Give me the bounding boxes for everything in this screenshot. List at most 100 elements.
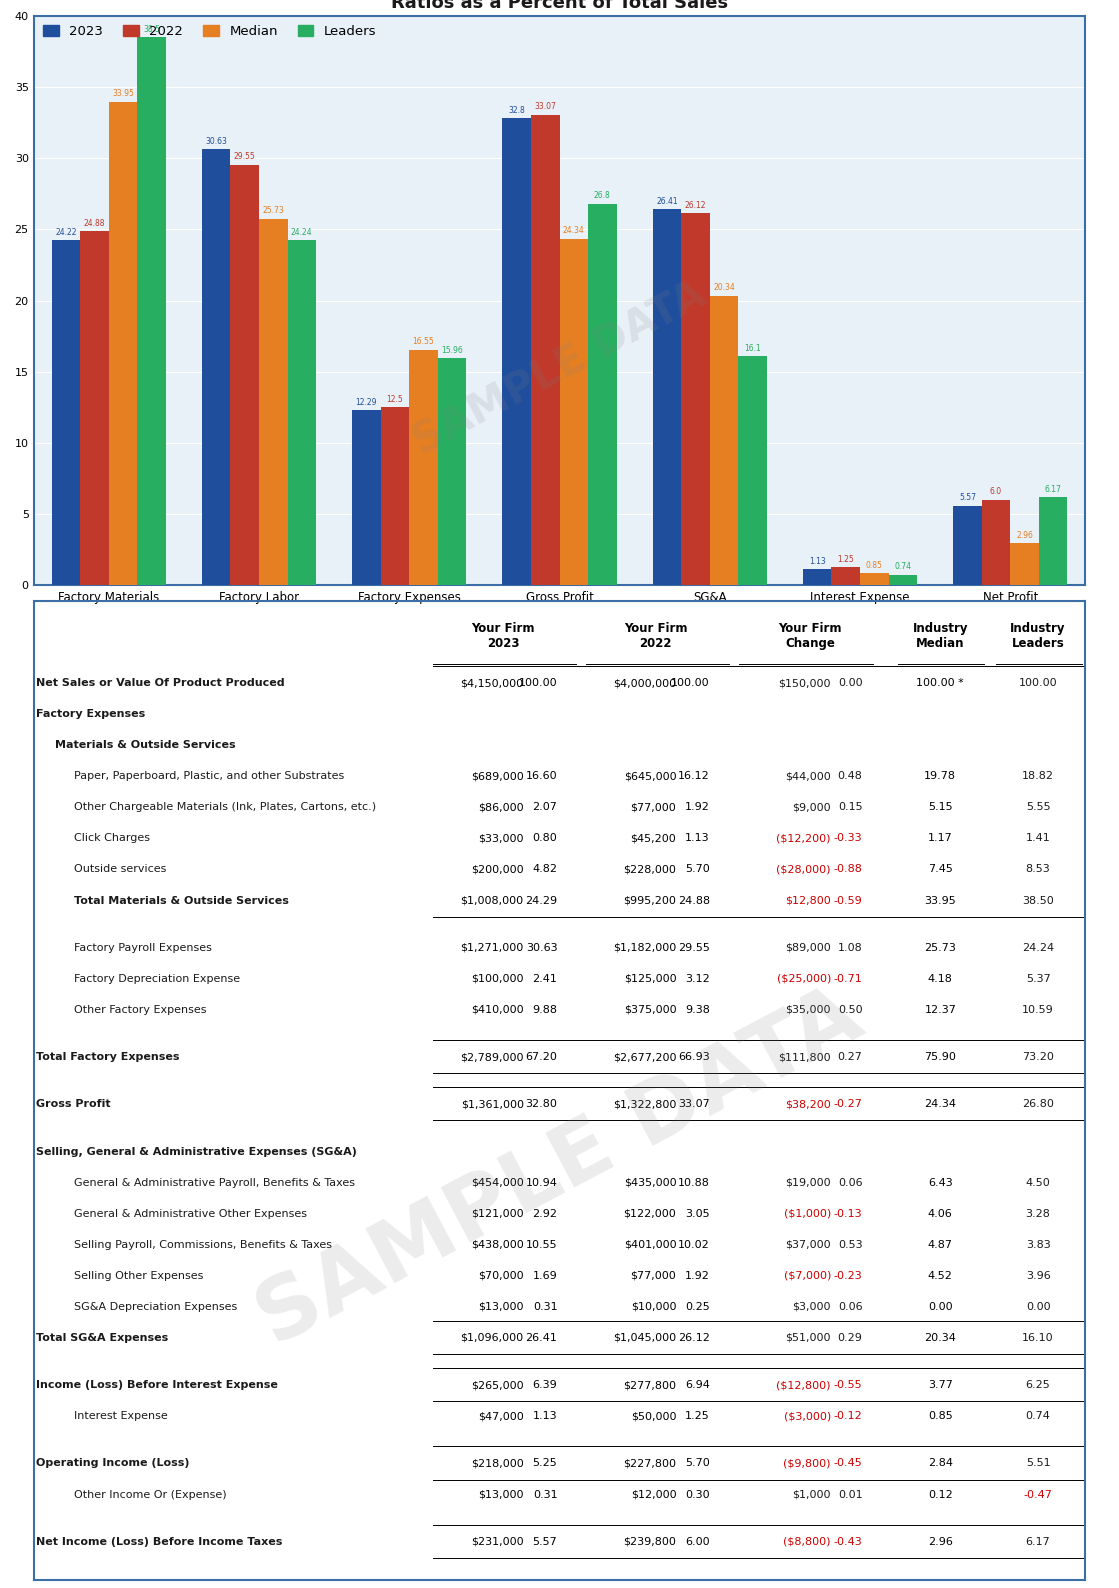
Text: $410,000: $410,000 <box>471 1005 524 1015</box>
Text: Total Materials & Outside Services: Total Materials & Outside Services <box>74 896 289 905</box>
Text: Net Income (Loss) Before Income Taxes: Net Income (Loss) Before Income Taxes <box>36 1537 282 1547</box>
Text: 6.0: 6.0 <box>990 488 1003 497</box>
Text: -0.12: -0.12 <box>834 1412 863 1421</box>
Text: 33.07: 33.07 <box>678 1099 709 1110</box>
Text: -0.33: -0.33 <box>834 834 863 843</box>
Bar <box>438 357 467 586</box>
Text: ($1,000): ($1,000) <box>783 1208 831 1218</box>
Text: 1.13: 1.13 <box>809 557 826 565</box>
Bar <box>888 575 918 586</box>
Text: 3.28: 3.28 <box>1026 1208 1051 1218</box>
Bar <box>81 232 109 586</box>
Text: Selling Payroll, Commissions, Benefits & Taxes: Selling Payroll, Commissions, Benefits &… <box>74 1240 331 1250</box>
Text: 3.96: 3.96 <box>1026 1270 1051 1282</box>
Legend: 2023, 2022, Median, Leaders: 2023, 2022, Median, Leaders <box>38 19 382 43</box>
Text: 10.02: 10.02 <box>678 1240 709 1250</box>
Text: 0.31: 0.31 <box>533 1302 557 1312</box>
Title: Ratios as a Percent of Total Sales: Ratios as a Percent of Total Sales <box>391 0 728 11</box>
Text: $89,000: $89,000 <box>786 943 831 953</box>
Text: Selling, General & Administrative Expenses (SG&A): Selling, General & Administrative Expens… <box>36 1147 357 1156</box>
Text: 30.63: 30.63 <box>526 943 557 953</box>
Text: 6.43: 6.43 <box>928 1178 952 1188</box>
Text: $45,200: $45,200 <box>630 834 676 843</box>
Text: $2,789,000: $2,789,000 <box>460 1053 524 1062</box>
Text: 5.37: 5.37 <box>1026 973 1051 985</box>
Bar <box>652 210 681 586</box>
Text: 1.25: 1.25 <box>685 1412 709 1421</box>
Text: Other Chargeable Materials (Ink, Plates, Cartons, etc.): Other Chargeable Materials (Ink, Plates,… <box>74 802 376 813</box>
Text: $200,000: $200,000 <box>471 864 524 875</box>
Text: $77,000: $77,000 <box>630 1270 676 1282</box>
Text: 0.00: 0.00 <box>928 1302 952 1312</box>
Text: Materials & Outside Services: Materials & Outside Services <box>55 740 235 750</box>
Text: $1,096,000: $1,096,000 <box>461 1332 524 1343</box>
Text: 12.5: 12.5 <box>386 395 403 403</box>
Text: 24.29: 24.29 <box>525 896 557 905</box>
Text: 1.41: 1.41 <box>1026 834 1051 843</box>
Bar <box>51 240 81 586</box>
Text: Net Sales or Value Of Product Produced: Net Sales or Value Of Product Produced <box>36 678 284 688</box>
Text: -0.43: -0.43 <box>834 1537 863 1547</box>
Text: 29.55: 29.55 <box>234 152 255 160</box>
Text: 16.55: 16.55 <box>413 337 434 346</box>
Text: 2.92: 2.92 <box>533 1208 557 1218</box>
Text: 6.39: 6.39 <box>533 1380 557 1390</box>
Text: $13,000: $13,000 <box>478 1302 524 1312</box>
Text: 0.80: 0.80 <box>533 834 557 843</box>
Text: 100.00 *: 100.00 * <box>916 678 965 688</box>
Text: Operating Income (Loss): Operating Income (Loss) <box>36 1458 189 1469</box>
Text: $33,000: $33,000 <box>478 834 524 843</box>
Text: 2.07: 2.07 <box>533 802 557 813</box>
Text: $435,000: $435,000 <box>623 1178 676 1188</box>
Text: 6.00: 6.00 <box>685 1537 709 1547</box>
Text: $150,000: $150,000 <box>779 678 831 688</box>
Text: $50,000: $50,000 <box>631 1412 676 1421</box>
Text: $1,008,000: $1,008,000 <box>461 896 524 905</box>
Text: Your Firm
Change: Your Firm Change <box>778 622 841 649</box>
Text: Your Firm
2023: Your Firm 2023 <box>471 622 535 649</box>
Text: $1,182,000: $1,182,000 <box>613 943 676 953</box>
Text: 25.73: 25.73 <box>262 206 284 216</box>
Bar <box>530 114 560 586</box>
Text: $1,361,000: $1,361,000 <box>461 1099 524 1110</box>
Text: $122,000: $122,000 <box>623 1208 676 1218</box>
Text: 30.63: 30.63 <box>205 137 227 146</box>
Text: 0.00: 0.00 <box>1026 1302 1051 1312</box>
Text: Click Charges: Click Charges <box>74 834 150 843</box>
Text: $100,000: $100,000 <box>471 973 524 985</box>
Text: -0.71: -0.71 <box>834 973 863 985</box>
Text: 32.80: 32.80 <box>526 1099 557 1110</box>
Text: $995,200: $995,200 <box>623 896 676 905</box>
Text: $44,000: $44,000 <box>786 772 831 781</box>
Text: 10.94: 10.94 <box>526 1178 557 1188</box>
Text: 0.85: 0.85 <box>928 1412 952 1421</box>
Text: Gross Profit: Gross Profit <box>36 1099 111 1110</box>
Text: 38.5: 38.5 <box>143 25 160 33</box>
Bar <box>258 219 288 586</box>
Text: $401,000: $401,000 <box>623 1240 676 1250</box>
Text: $689,000: $689,000 <box>471 772 524 781</box>
Text: ($12,800): ($12,800) <box>777 1380 831 1390</box>
Text: 4.82: 4.82 <box>533 864 557 875</box>
Text: 0.00: 0.00 <box>838 678 863 688</box>
Text: -0.45: -0.45 <box>834 1458 863 1469</box>
Text: 10.55: 10.55 <box>526 1240 557 1250</box>
Text: Your Firm
2022: Your Firm 2022 <box>624 622 687 649</box>
Text: 3.12: 3.12 <box>685 973 709 985</box>
Text: $35,000: $35,000 <box>786 1005 831 1015</box>
Text: $111,800: $111,800 <box>778 1053 831 1062</box>
Text: $438,000: $438,000 <box>471 1240 524 1250</box>
Text: 5.57: 5.57 <box>959 494 976 502</box>
Text: 2.96: 2.96 <box>1016 530 1033 540</box>
Text: 10.88: 10.88 <box>678 1178 709 1188</box>
Text: 26.41: 26.41 <box>656 197 678 206</box>
Text: ($9,800): ($9,800) <box>783 1458 831 1469</box>
Text: 2.84: 2.84 <box>928 1458 952 1469</box>
Text: 0.31: 0.31 <box>533 1490 557 1499</box>
Text: General & Administrative Other Expenses: General & Administrative Other Expenses <box>74 1208 307 1218</box>
Text: 0.06: 0.06 <box>838 1178 863 1188</box>
Text: 5.25: 5.25 <box>533 1458 557 1469</box>
Text: 6.25: 6.25 <box>1026 1380 1051 1390</box>
Bar <box>681 213 709 586</box>
Text: 1.92: 1.92 <box>685 1270 709 1282</box>
